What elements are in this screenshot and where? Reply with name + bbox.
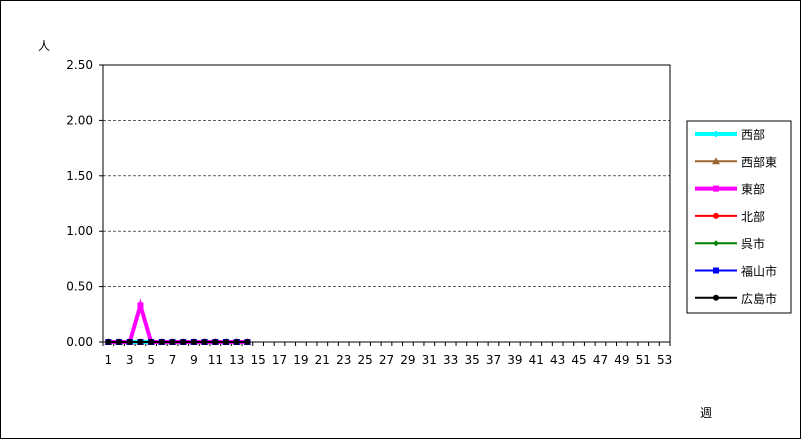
x-tick-label: 35 <box>464 353 479 367</box>
x-tick-label: 23 <box>336 353 351 367</box>
x-tick-label: 51 <box>636 353 651 367</box>
x-tick-label: 19 <box>293 353 308 367</box>
x-tick-label: 27 <box>379 353 394 367</box>
data-point <box>137 302 144 309</box>
y-axis-label: 人 <box>38 39 50 53</box>
y-tick-label: 2.00 <box>66 113 93 127</box>
x-tick-label: 49 <box>614 353 629 367</box>
x-tick-label: 1 <box>105 353 113 367</box>
x-tick-label: 53 <box>657 353 672 367</box>
x-tick-label: 13 <box>229 353 244 367</box>
series-広島市 <box>105 339 251 345</box>
data-point <box>158 339 165 345</box>
legend-marker <box>712 157 720 165</box>
x-tick-label: 15 <box>250 353 265 367</box>
x-tick-label: 3 <box>126 353 134 367</box>
legend-label: 西部 <box>741 127 765 142</box>
x-tick-label: 37 <box>486 353 501 367</box>
data-point <box>169 339 176 345</box>
x-tick-label: 7 <box>169 353 177 367</box>
legend-marker <box>715 131 717 137</box>
data-point <box>180 339 187 345</box>
legend-marker <box>713 212 719 219</box>
data-point <box>212 339 219 345</box>
legend-marker <box>713 267 719 274</box>
data-point <box>105 339 112 345</box>
y-tick-label: 0.50 <box>66 280 93 294</box>
legend-label: 西部東 <box>741 154 777 169</box>
data-point <box>126 339 133 345</box>
x-tick-label: 33 <box>443 353 458 367</box>
data-point <box>116 339 123 345</box>
legend-marker <box>713 240 719 247</box>
legend-marker <box>713 185 719 192</box>
x-tick-label: 41 <box>529 353 544 367</box>
x-tick-label: 47 <box>593 353 608 367</box>
x-tick-label: 43 <box>550 353 565 367</box>
data-point <box>244 339 251 345</box>
x-tick-label: 45 <box>571 353 586 367</box>
x-tick-label: 29 <box>400 353 415 367</box>
legend-label: 呉市 <box>741 236 765 251</box>
legend-marker <box>713 294 719 301</box>
y-tick-label: 1.00 <box>66 224 93 238</box>
legend-box <box>686 120 792 314</box>
legend-label: 福山市 <box>741 264 777 279</box>
data-point <box>223 339 230 345</box>
y-tick-label: 1.50 <box>66 169 93 183</box>
x-tick-label: 17 <box>272 353 287 367</box>
plot-area <box>102 64 671 343</box>
legend-label: 北部 <box>741 209 765 224</box>
x-tick-label: 5 <box>147 353 155 367</box>
x-tick-label: 11 <box>208 353 223 367</box>
x-tick-label: 9 <box>190 353 198 367</box>
x-axis-label: 週 <box>700 406 712 420</box>
data-point <box>148 339 155 345</box>
x-tick-label: 25 <box>357 353 372 367</box>
y-tick-label: 2.50 <box>66 58 93 72</box>
x-tick-label: 39 <box>507 353 522 367</box>
legend-label: 東部 <box>741 182 765 197</box>
x-tick-label: 31 <box>422 353 437 367</box>
x-tick-label: 21 <box>315 353 330 367</box>
data-point <box>137 339 144 345</box>
data-point <box>233 339 240 345</box>
data-point <box>201 339 208 345</box>
y-tick-label: 0.00 <box>66 335 93 349</box>
legend-label: 広島市 <box>741 291 777 306</box>
data-point <box>190 339 197 345</box>
